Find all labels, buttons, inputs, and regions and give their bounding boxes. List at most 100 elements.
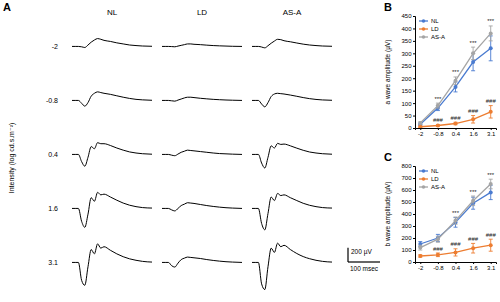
point: [418, 121, 422, 125]
tick-label: 450: [401, 13, 412, 19]
tick-mark: [438, 262, 439, 264]
error-bar: [471, 47, 475, 59]
point: [418, 254, 422, 258]
tick: 50: [405, 113, 415, 119]
legend-swatch: [422, 27, 426, 31]
panel-label: B: [384, 1, 392, 13]
trace-cell: [162, 257, 242, 267]
series-line: [420, 33, 490, 123]
tick-mark: [413, 226, 415, 227]
point: [471, 199, 475, 203]
tick-label: 300: [401, 223, 412, 229]
panel-line: C0100200300400500600700800-2-0.80.41.63.…: [384, 151, 497, 271]
tick: -0.8: [433, 262, 444, 271]
axis-line: [413, 17, 416, 129]
panel-label: C: [384, 151, 392, 163]
error-bar: [489, 179, 493, 189]
tick: 0: [408, 125, 415, 131]
axis-line: [413, 167, 416, 263]
error-bar: [436, 234, 440, 241]
trace-cell: [252, 143, 332, 168]
tick-mark: [413, 262, 415, 263]
tick: 250: [401, 63, 415, 69]
tick-mark: [491, 262, 492, 264]
point: [489, 190, 493, 194]
tick-label: 400: [401, 211, 412, 217]
point: [454, 122, 458, 126]
tick: 0: [408, 259, 415, 265]
tick-mark: [413, 116, 415, 117]
tick-label: 100: [401, 247, 412, 253]
tick-label: 0.4: [452, 131, 461, 137]
trace: [162, 257, 242, 267]
point: [454, 79, 458, 83]
tick: 300: [401, 223, 415, 229]
point: [454, 219, 458, 223]
panel-a: ANLLDAS-AIntensity (log cd.s.m⁻²)-2-0.80…: [3, 1, 380, 290]
tick: 400: [401, 26, 415, 32]
point: [489, 243, 493, 247]
error-bar: [489, 26, 493, 41]
tick: -2: [418, 128, 424, 137]
point: [418, 125, 422, 128]
tick: 1.6: [469, 128, 478, 137]
row-label: -2: [52, 43, 58, 50]
tick-mark: [413, 238, 415, 239]
tick-mark: [413, 66, 415, 67]
point: [471, 117, 475, 121]
point: [436, 237, 440, 241]
tick-label: 200: [401, 235, 412, 241]
error-bar: [454, 122, 458, 124]
point: [471, 60, 475, 64]
trace-cell: [162, 97, 242, 101]
error-bar: [418, 245, 422, 250]
legend-swatch: [422, 177, 426, 181]
point: [471, 51, 475, 55]
plot-area: [418, 179, 492, 258]
error-bar: [436, 236, 440, 242]
trace-cell: [72, 192, 152, 227]
tick-label: 700: [401, 175, 412, 181]
tick-label: -2: [418, 265, 424, 271]
tick-label: 400: [401, 26, 412, 32]
tick-label: 1.6: [469, 131, 478, 137]
point: [489, 31, 493, 35]
point: [454, 85, 458, 89]
tick-mark: [413, 78, 415, 79]
tick-mark: [413, 214, 415, 215]
annotation: ***: [452, 69, 460, 75]
tick: 200: [401, 76, 415, 82]
error-bar: [471, 243, 475, 253]
tick-label: 800: [401, 163, 412, 169]
y-axis: 050100150200250300350400450: [401, 13, 415, 131]
tick-mark: [473, 128, 474, 130]
tick: 150: [401, 88, 415, 94]
error-bar: [418, 255, 422, 257]
trace: [252, 193, 332, 229]
tick-mark: [413, 250, 415, 251]
tick-label: -0.8: [433, 265, 444, 271]
error-bar: [436, 253, 440, 257]
tick: 200: [401, 235, 415, 241]
trace-cell: [252, 39, 332, 48]
tick-label: 0.4: [452, 265, 461, 271]
x-axis: -2-0.80.41.63.1: [416, 262, 497, 271]
trace: [72, 143, 152, 167]
error-bar: [454, 77, 458, 84]
tick-label: 300: [401, 51, 412, 57]
tick-label: 3.1: [487, 131, 496, 137]
tick: 3.1: [487, 262, 496, 271]
annotation: ###: [433, 246, 444, 252]
legend-label: NL: [431, 18, 439, 24]
tick-mark: [413, 28, 415, 29]
legend-label: AS-A: [431, 34, 445, 40]
tick-mark: [413, 190, 415, 191]
tick: 400: [401, 211, 415, 217]
trace: [252, 93, 332, 107]
legend-swatch: [422, 169, 426, 173]
trace-cell: [252, 243, 332, 289]
trace: [252, 143, 332, 168]
plot-area: [418, 26, 492, 128]
annotation: ###: [450, 241, 461, 247]
legend-label: NL: [431, 168, 439, 174]
